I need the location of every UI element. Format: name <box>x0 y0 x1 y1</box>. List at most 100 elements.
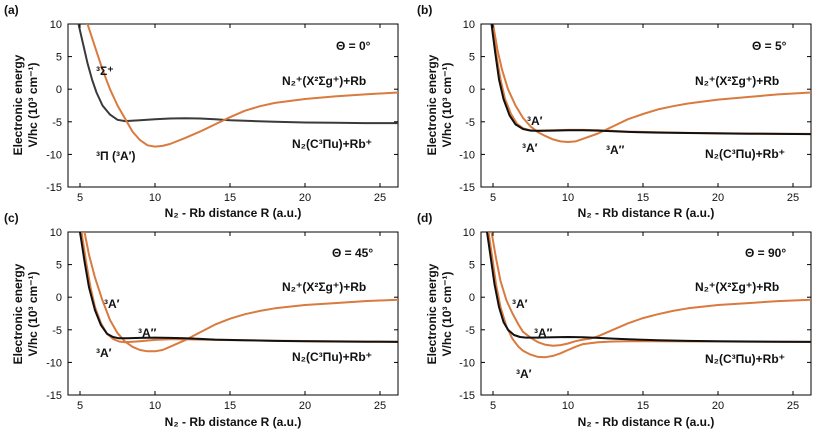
x-tick-label: 10 <box>149 400 161 412</box>
x-tick-label: 15 <box>224 400 236 412</box>
x-tick-label: 10 <box>149 192 161 204</box>
angle-label: Θ = 5° <box>752 39 787 53</box>
tick-group: 5 10 15 20 25 -15 -10 -5 0 5 10 <box>46 19 398 204</box>
y-tick-label: 0 <box>56 292 62 304</box>
x-tick-label: 15 <box>224 192 236 204</box>
y-tick-label: 0 <box>56 84 62 96</box>
y-tick-label: -5 <box>52 117 62 129</box>
curve-label-a-prime-upper: ³A′ <box>527 114 543 128</box>
y-axis-label-bottom: V/hc (10³ cm⁻¹) <box>26 62 40 147</box>
y-axis-label-top: Electronic energy <box>425 263 439 364</box>
asymptote-lower-label: N₂(C³Πu)+Rb⁺ <box>705 352 785 366</box>
curve-label-a-prime-lower: ³A′ <box>516 367 532 381</box>
x-tick-label: 25 <box>374 400 386 412</box>
tick-group: 5 10 15 20 25 -15 -10 -5 0 5 10 <box>46 227 398 412</box>
curve-label-pi: ³Π (³A′) <box>96 149 136 163</box>
panel-b: 5 10 15 20 25 -15 -10 -5 0 5 10 (b) Θ = 5° N₂⁺(X²Σ… <box>417 3 812 220</box>
asymptote-upper-label: N₂⁺(X²Σg⁺)+Rb <box>695 280 779 294</box>
x-tick-label: 20 <box>299 192 311 204</box>
plot-frame <box>67 231 399 396</box>
y-tick-label: -5 <box>52 325 62 337</box>
y-axis-label-bottom: V/hc (10³ cm⁻¹) <box>440 62 454 147</box>
x-tick-label: 5 <box>77 192 83 204</box>
y-tick-label: -10 <box>459 357 475 369</box>
y-tick-label: -10 <box>46 149 62 161</box>
y-axis-label-top: Electronic energy <box>425 54 439 155</box>
y-tick-label: -10 <box>46 357 62 369</box>
panel-c: 5 10 15 20 25 -15 -10 -5 0 5 10 (c) Θ = 45° N₂⁺(X²… <box>4 211 399 429</box>
series-group <box>490 24 811 143</box>
series-line-2 <box>86 24 398 148</box>
series-line-1 <box>492 24 811 143</box>
plot-frame <box>480 23 812 188</box>
y-tick-label: 5 <box>469 260 475 272</box>
y-tick-label: -15 <box>46 390 62 402</box>
y-tick-label: 5 <box>56 260 62 272</box>
x-axis-label: N₂ - Rb distance R (a.u.) <box>578 206 715 220</box>
curve-label-a-prime-upper: ³A′ <box>512 297 528 311</box>
series-line-1 <box>490 232 811 347</box>
y-tick-label: 0 <box>469 292 475 304</box>
curve-label-a-prime-lower: ³A′ <box>522 141 538 155</box>
curve-label-a-prime-upper: ³A′ <box>104 297 120 311</box>
panel-a: 5 10 15 20 25 -15 -10 -5 0 5 10 (a) Θ = 0° N₂⁺(X²Σ… <box>4 3 399 220</box>
curve-label-a-prime-lower: ³A′ <box>96 346 112 360</box>
panel-label: (b) <box>417 3 432 17</box>
y-axis-label-top: Electronic energy <box>11 54 25 155</box>
plot-frame <box>480 231 812 396</box>
y-tick-label: -5 <box>465 325 475 337</box>
asymptote-lower-label: N₂(C³Πu)+Rb⁺ <box>292 137 372 151</box>
x-axis-label: N₂ - Rb distance R (a.u.) <box>578 415 715 429</box>
asymptote-upper-label: N₂⁺(X²Σg⁺)+Rb <box>282 280 366 294</box>
series-group <box>77 24 398 148</box>
y-tick-label: 10 <box>463 19 475 31</box>
asymptote-upper-label: N₂⁺(X²Σg⁺)+Rb <box>282 74 366 88</box>
angle-label: Θ = 90° <box>745 246 786 260</box>
x-tick-label: 20 <box>712 192 724 204</box>
curve-label-a-double-prime: ³A′′ <box>606 143 625 157</box>
series-line-1 <box>77 24 398 125</box>
curve-label-a-double-prime: ³A′′ <box>138 326 157 340</box>
x-tick-label: 10 <box>562 192 574 204</box>
y-tick-label: 10 <box>50 19 62 31</box>
y-tick-label: 5 <box>469 52 475 64</box>
x-tick-label: 25 <box>787 400 799 412</box>
panel-label: (c) <box>4 211 19 225</box>
series-line-3 <box>486 232 811 343</box>
y-tick-label: 10 <box>463 227 475 239</box>
x-tick-label: 20 <box>712 400 724 412</box>
x-tick-label: 15 <box>637 400 649 412</box>
y-tick-label: 5 <box>56 52 62 64</box>
asymptote-lower-label: N₂(C³Πu)+Rb⁺ <box>705 147 785 161</box>
plot-frame <box>67 23 399 188</box>
y-axis-label-top: Electronic energy <box>11 263 25 364</box>
y-tick-label: -15 <box>459 182 475 194</box>
x-tick-label: 5 <box>490 192 496 204</box>
panel-d: 5 10 15 20 25 -15 -10 -5 0 5 10 (d) Θ = 90° N₂⁺(X²… <box>417 211 812 429</box>
x-tick-label: 20 <box>299 400 311 412</box>
x-axis-label: N₂ - Rb distance R (a.u.) <box>165 206 302 220</box>
x-tick-label: 15 <box>637 192 649 204</box>
series-line-3 <box>490 24 811 136</box>
y-tick-label: -10 <box>459 149 475 161</box>
curve-label-sigma: ³Σ⁺ <box>96 64 114 78</box>
curve-label-a-double-prime: ³A′′ <box>534 326 553 340</box>
x-tick-label: 5 <box>490 400 496 412</box>
panel-label: (a) <box>4 3 19 17</box>
asymptote-lower-label: N₂(C³Πu)+Rb⁺ <box>292 350 372 364</box>
series-group <box>486 232 811 359</box>
y-axis-label-bottom: V/hc (10³ cm⁻¹) <box>440 271 454 356</box>
x-tick-label: 25 <box>787 192 799 204</box>
tick-group: 5 10 15 20 25 -15 -10 -5 0 5 10 <box>459 19 811 204</box>
y-tick-label: -5 <box>465 117 475 129</box>
x-axis-label: N₂ - Rb distance R (a.u.) <box>165 415 302 429</box>
x-tick-label: 25 <box>374 192 386 204</box>
angle-label: Θ = 45° <box>332 246 373 260</box>
series-group <box>79 232 398 353</box>
y-tick-label: -15 <box>459 390 475 402</box>
y-tick-label: -15 <box>46 182 62 194</box>
series-line-1 <box>83 232 398 353</box>
asymptote-upper-label: N₂⁺(X²Σg⁺)+Rb <box>695 74 779 88</box>
panel-label: (d) <box>417 211 432 225</box>
